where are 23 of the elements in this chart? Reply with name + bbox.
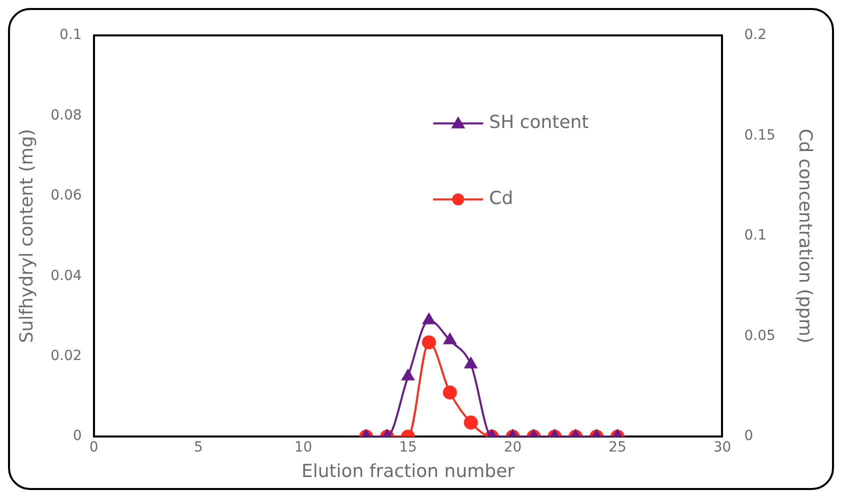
y-tick-label: 0.02 (50, 348, 82, 364)
y-tick-label: 0.1 (60, 27, 82, 44)
x-tick-label: 20 (504, 440, 522, 456)
x-tick-label: 5 (194, 440, 203, 456)
y-axis-title: Sulfhydryl content (mg) (16, 128, 38, 344)
x-tick-label: 0 (89, 440, 98, 456)
y-tick-label: 0.04 (50, 268, 82, 284)
y-tick-label: 0.06 (50, 188, 82, 204)
y2-axis-title: Cd concentration (ppm) (794, 128, 816, 344)
legend-label: Cd (489, 188, 514, 210)
x-tick-label: 25 (608, 440, 626, 456)
legend-label: SH content (489, 112, 589, 134)
y2-tick-label: 0.15 (744, 127, 776, 144)
y2-tick-label: 0 (744, 428, 754, 444)
x-tick-label: 10 (294, 440, 312, 456)
y2-tick-label: 0.05 (744, 328, 776, 344)
x-tick-label: 15 (399, 440, 417, 456)
y2-tick-label: 0.2 (744, 27, 766, 44)
y2-tick-label: 0.1 (744, 228, 766, 244)
y-tick-label: 0.08 (50, 107, 82, 124)
x-tick-label: 30 (713, 440, 732, 456)
x-axis-title: Elution fraction number (301, 460, 516, 482)
y-tick-label: 0 (72, 428, 82, 444)
